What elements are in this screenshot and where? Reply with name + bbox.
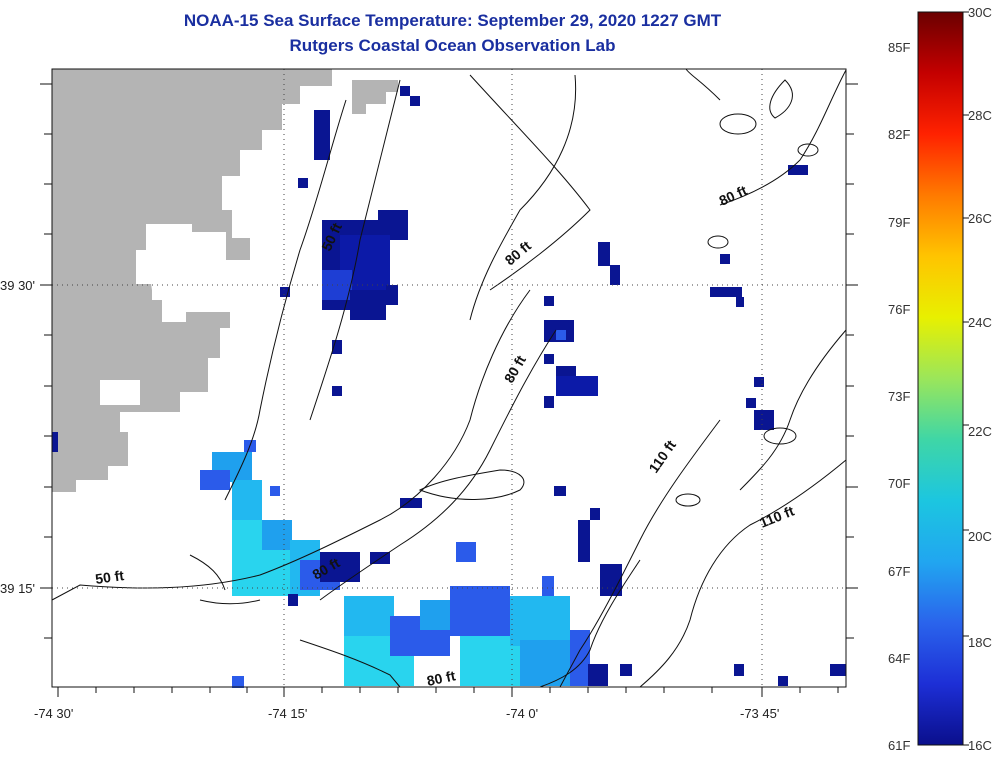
colorbar-f-label: 85F <box>888 40 910 55</box>
colorbar-f-label: 70F <box>888 476 910 491</box>
colorbar-c-label: 20C <box>968 529 992 544</box>
colorbar-f-label: 73F <box>888 389 910 404</box>
lon-label: -74 0' <box>506 706 538 721</box>
lon-label: -74 30' <box>34 706 73 721</box>
colorbar-gradient <box>917 11 964 746</box>
axis-ticks <box>40 83 858 697</box>
land-inlet <box>96 330 148 372</box>
colorbar-c-label: 24C <box>968 315 992 330</box>
map-area: 50 ft 50 ft 80 ft 80 ft 80 ft 80 ft 80 f… <box>0 68 858 721</box>
contour-label: 80 ft <box>425 667 457 689</box>
map-title: NOAA-15 Sea Surface Temperature: Septemb… <box>183 11 722 30</box>
lon-label: -74 15' <box>268 706 307 721</box>
contour-label: 50 ft <box>94 567 125 587</box>
lon-label: -73 45' <box>740 706 779 721</box>
colorbar: 85F 82F 79F 76F 73F 70F 67F 64F 61F 30C … <box>888 5 992 753</box>
sst-pixels <box>52 86 846 688</box>
lat-label: 39 15' <box>0 581 35 596</box>
bathymetry-contours <box>51 68 847 688</box>
colorbar-f-label: 67F <box>888 564 910 579</box>
land-peninsula <box>352 80 398 114</box>
map-subtitle: Rutgers Coastal Ocean Observation Lab <box>289 36 616 55</box>
colorbar-f-label: 76F <box>888 302 910 317</box>
colorbar-f-label: 79F <box>888 215 910 230</box>
colorbar-f-label: 64F <box>888 651 910 666</box>
colorbar-c-label: 26C <box>968 211 992 226</box>
colorbar-c-label: 22C <box>968 424 992 439</box>
colorbar-c-label: 16C <box>968 738 992 753</box>
colorbar-c-label: 18C <box>968 635 992 650</box>
colorbar-c-label: 30C <box>968 5 992 20</box>
colorbar-f-label: 61F <box>888 738 910 753</box>
colorbar-f-label: 82F <box>888 127 910 142</box>
colorbar-c-label: 28C <box>968 108 992 123</box>
lat-label: 39 30' <box>0 278 35 293</box>
graticule <box>52 69 846 687</box>
